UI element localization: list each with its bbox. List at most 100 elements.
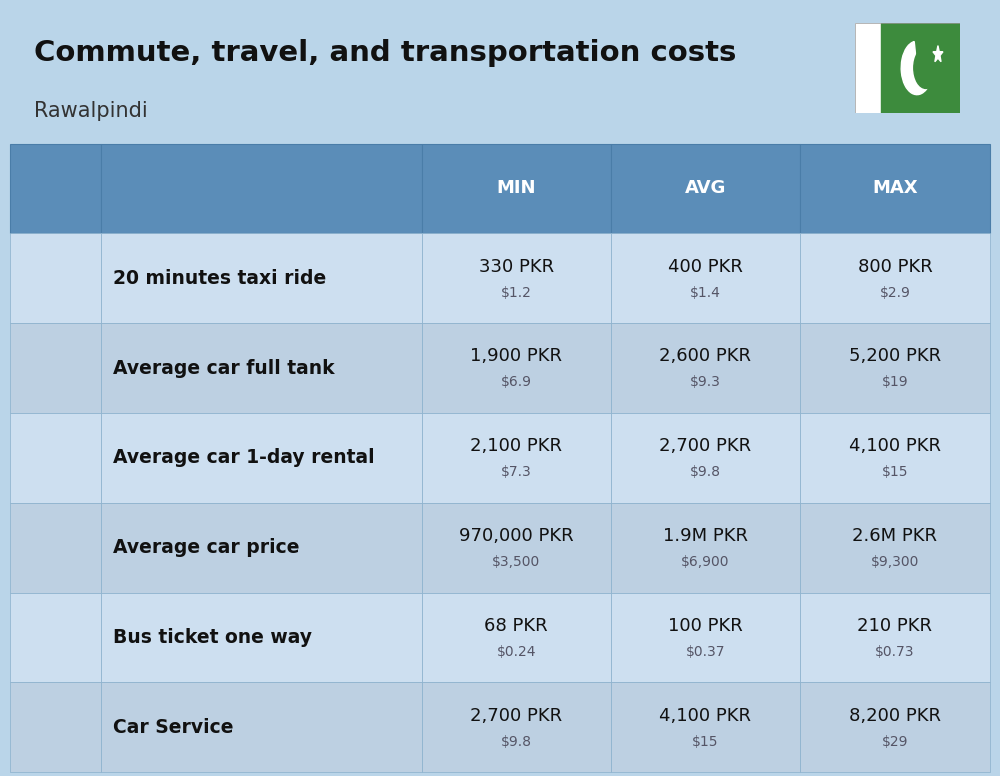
Text: MAX: MAX bbox=[872, 179, 918, 197]
Text: 2,700 PKR: 2,700 PKR bbox=[470, 707, 562, 725]
Circle shape bbox=[34, 690, 47, 702]
Text: $9.8: $9.8 bbox=[501, 735, 532, 749]
Polygon shape bbox=[933, 46, 943, 62]
Text: 400 PKR: 400 PKR bbox=[668, 258, 743, 275]
Text: $15: $15 bbox=[692, 735, 719, 749]
FancyBboxPatch shape bbox=[76, 615, 92, 634]
Circle shape bbox=[29, 660, 37, 667]
Circle shape bbox=[19, 693, 24, 699]
Circle shape bbox=[72, 752, 88, 768]
Text: 2,700 PKR: 2,700 PKR bbox=[659, 437, 751, 456]
Text: 2.6M PKR: 2.6M PKR bbox=[852, 527, 937, 545]
Circle shape bbox=[24, 562, 42, 584]
Text: 1.9M PKR: 1.9M PKR bbox=[663, 527, 748, 545]
Text: MIN: MIN bbox=[496, 179, 536, 197]
Text: 5,200 PKR: 5,200 PKR bbox=[849, 348, 941, 365]
Text: Car Service: Car Service bbox=[113, 718, 234, 736]
Text: 800 PKR: 800 PKR bbox=[858, 258, 932, 275]
Circle shape bbox=[29, 486, 37, 494]
FancyBboxPatch shape bbox=[20, 546, 34, 556]
Text: $3,500: $3,500 bbox=[492, 555, 540, 569]
Circle shape bbox=[26, 420, 45, 442]
Text: $1.4: $1.4 bbox=[690, 286, 721, 300]
Text: Average car 1-day rental: Average car 1-day rental bbox=[113, 449, 375, 467]
Text: $7.3: $7.3 bbox=[501, 465, 532, 480]
Circle shape bbox=[69, 480, 87, 500]
FancyBboxPatch shape bbox=[17, 255, 95, 302]
Bar bbox=[19, 643, 92, 650]
Text: $2.9: $2.9 bbox=[880, 286, 910, 300]
Text: 8,200 PKR: 8,200 PKR bbox=[849, 707, 941, 725]
FancyBboxPatch shape bbox=[29, 451, 49, 467]
Circle shape bbox=[23, 752, 39, 768]
Circle shape bbox=[914, 47, 938, 88]
Bar bbox=[881, 23, 960, 113]
Circle shape bbox=[75, 486, 82, 494]
Circle shape bbox=[24, 480, 42, 500]
Text: 4,100 PKR: 4,100 PKR bbox=[659, 707, 751, 725]
Circle shape bbox=[77, 757, 83, 764]
Text: $0.24: $0.24 bbox=[496, 645, 536, 659]
FancyBboxPatch shape bbox=[27, 517, 77, 546]
Text: $6.9: $6.9 bbox=[501, 376, 532, 390]
FancyBboxPatch shape bbox=[31, 523, 73, 542]
Text: $9.3: $9.3 bbox=[690, 376, 721, 390]
Text: 970,000 PKR: 970,000 PKR bbox=[459, 527, 573, 545]
Bar bbox=[19, 397, 68, 405]
FancyBboxPatch shape bbox=[17, 607, 94, 663]
FancyBboxPatch shape bbox=[77, 367, 91, 381]
Bar bbox=[23, 635, 39, 658]
FancyBboxPatch shape bbox=[21, 334, 65, 403]
Bar bbox=[855, 23, 881, 113]
Circle shape bbox=[24, 287, 42, 310]
Bar bbox=[30, 344, 58, 360]
Circle shape bbox=[74, 293, 82, 304]
Text: Average car full tank: Average car full tank bbox=[113, 359, 335, 378]
Text: $15: $15 bbox=[882, 465, 908, 480]
FancyBboxPatch shape bbox=[77, 546, 91, 556]
Text: $1.2: $1.2 bbox=[501, 286, 532, 300]
FancyBboxPatch shape bbox=[31, 254, 51, 273]
FancyBboxPatch shape bbox=[22, 615, 39, 634]
Text: 4,100 PKR: 4,100 PKR bbox=[849, 437, 941, 456]
Circle shape bbox=[29, 569, 37, 578]
FancyBboxPatch shape bbox=[40, 615, 56, 634]
Circle shape bbox=[38, 693, 44, 699]
Text: Average car price: Average car price bbox=[113, 538, 300, 557]
Circle shape bbox=[28, 757, 34, 764]
Text: Rawalpindi: Rawalpindi bbox=[34, 101, 148, 120]
Wedge shape bbox=[901, 42, 932, 95]
Circle shape bbox=[75, 660, 82, 667]
FancyBboxPatch shape bbox=[15, 729, 97, 763]
FancyBboxPatch shape bbox=[29, 726, 75, 740]
FancyBboxPatch shape bbox=[27, 248, 77, 276]
Text: 2,600 PKR: 2,600 PKR bbox=[659, 348, 751, 365]
Text: $19: $19 bbox=[882, 376, 908, 390]
Text: $0.37: $0.37 bbox=[686, 645, 725, 659]
Text: 330 PKR: 330 PKR bbox=[479, 258, 554, 275]
FancyBboxPatch shape bbox=[52, 254, 71, 273]
Text: TAXI: TAXI bbox=[47, 245, 64, 251]
FancyBboxPatch shape bbox=[25, 446, 78, 469]
Text: $9,300: $9,300 bbox=[871, 555, 919, 569]
Text: AVG: AVG bbox=[685, 179, 726, 197]
Text: 2,100 PKR: 2,100 PKR bbox=[470, 437, 562, 456]
Text: 68 PKR: 68 PKR bbox=[484, 617, 548, 635]
FancyBboxPatch shape bbox=[58, 615, 74, 634]
Text: $0.73: $0.73 bbox=[875, 645, 915, 659]
FancyBboxPatch shape bbox=[16, 528, 95, 577]
Text: Bus ticket one way: Bus ticket one way bbox=[113, 628, 312, 647]
FancyBboxPatch shape bbox=[25, 722, 78, 742]
Circle shape bbox=[29, 293, 37, 304]
Text: 210 PKR: 210 PKR bbox=[857, 617, 932, 635]
FancyBboxPatch shape bbox=[15, 455, 97, 493]
Bar bbox=[19, 282, 92, 289]
Text: 1,900 PKR: 1,900 PKR bbox=[470, 348, 562, 365]
Circle shape bbox=[75, 569, 82, 578]
Circle shape bbox=[31, 426, 39, 435]
Text: 20 minutes taxi ride: 20 minutes taxi ride bbox=[113, 268, 326, 288]
Circle shape bbox=[69, 562, 87, 584]
Circle shape bbox=[69, 655, 87, 673]
Text: $6,900: $6,900 bbox=[681, 555, 730, 569]
Text: Commute, travel, and transportation costs: Commute, travel, and transportation cost… bbox=[34, 39, 736, 67]
